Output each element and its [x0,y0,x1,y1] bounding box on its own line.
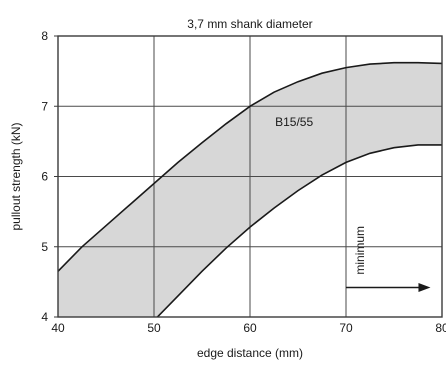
y-axis-label: pullout strength (kN) [9,122,23,230]
y-tick-label: 5 [41,240,48,254]
band-label: B15/55 [275,115,313,129]
minimum-annotation: minimum [353,226,367,275]
x-tick-label: 60 [243,321,257,335]
x-tick-label: 70 [339,321,353,335]
y-tick-label: 4 [41,310,48,324]
y-tick-label: 7 [41,99,48,113]
x-tick-label: 80 [435,321,446,335]
minimum-arrow-head [418,282,431,292]
x-axis-label: edge distance (mm) [197,346,303,360]
chart-title: 3,7 mm shank diameter [187,17,312,31]
y-tick-label: 6 [41,170,48,184]
y-tick-label: 8 [41,29,48,43]
lower-curve [156,144,442,317]
upper-curve [58,61,442,272]
x-tick-label: 40 [51,321,65,335]
x-tick-label: 50 [147,321,161,335]
